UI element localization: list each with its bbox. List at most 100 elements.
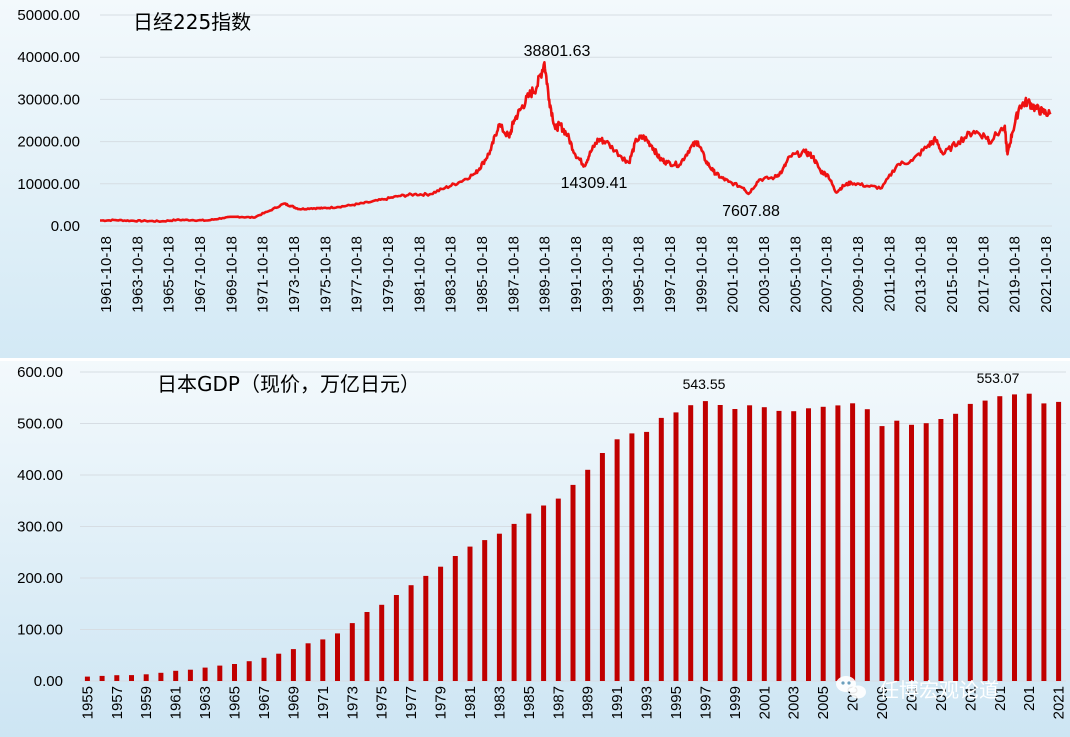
x-tick-label: 1971 <box>315 686 332 719</box>
eye <box>847 681 851 685</box>
bar-1960 <box>158 672 164 681</box>
bar-2017 <box>997 396 1003 681</box>
x-tick-label: 1975-10-18 <box>317 236 334 313</box>
y-tick-label: 600.00 <box>17 364 63 381</box>
x-tick-label: 2003 <box>786 686 803 719</box>
bar-2021 <box>1056 401 1062 681</box>
y-tick-label: 400.00 <box>17 467 63 484</box>
x-tick-label: 1973 <box>344 686 361 719</box>
bar-1972 <box>335 633 340 681</box>
bar-2001 <box>761 407 767 681</box>
bar-1999 <box>732 409 738 681</box>
bar-2015 <box>967 403 973 681</box>
bar-1979 <box>438 566 444 681</box>
bar-1955 <box>84 676 90 681</box>
x-tick-label: 1987 <box>550 686 567 719</box>
bar-1997 <box>702 401 708 681</box>
x-tick-label: 1979 <box>433 686 450 719</box>
x-tick-label: 2001-10-18 <box>725 236 742 313</box>
bar-2011 <box>909 424 914 681</box>
bar-2003 <box>791 411 797 681</box>
bar-2010 <box>894 420 900 681</box>
eye <box>841 681 845 685</box>
x-tick-label: 2021 <box>1051 686 1068 719</box>
x-tick-label: 201 <box>1021 686 1038 711</box>
x-tick-label: 1967-10-18 <box>192 236 209 313</box>
nikkei-chart-panel: 0.00 10000.00 20000.00 30000.00 40000.00 5000… <box>0 0 1070 361</box>
bar-1975 <box>379 604 385 681</box>
bar-1990 <box>599 453 605 681</box>
x-tick-label: 1999-10-18 <box>693 236 710 313</box>
bar-2009 <box>879 426 885 681</box>
x-tick-label: 1989 <box>580 686 597 719</box>
x-tick-label: 2019-10-18 <box>1007 236 1024 313</box>
x-tick-label: 1973-10-18 <box>286 236 303 313</box>
bar-1995 <box>673 412 679 681</box>
x-tick-label: 1985-10-18 <box>474 236 491 313</box>
x-tick-label: 1969-10-18 <box>223 236 240 313</box>
bar-1961 <box>173 670 179 681</box>
bar-1969 <box>290 649 296 681</box>
y-tick-label: 10000.00 <box>17 176 80 193</box>
bar-1983 <box>496 533 502 681</box>
annotation-peak: 38801.63 <box>524 43 591 60</box>
y-tick-label: 40000.00 <box>17 49 80 66</box>
x-tick-label: 1987-10-18 <box>505 236 522 313</box>
x-tick-label: 1961 <box>168 686 185 719</box>
x-tick-label: 2005-10-18 <box>787 236 804 313</box>
bar-1957 <box>114 675 120 681</box>
bar-1967 <box>261 657 267 681</box>
x-tick-label: 1991 <box>609 686 626 719</box>
bar-1968 <box>276 653 282 681</box>
bar-2008 <box>864 409 870 681</box>
bar-1984 <box>511 523 517 681</box>
x-tick-label: 2013-10-18 <box>913 236 930 313</box>
x-tick-label: 1997 <box>697 686 714 719</box>
bar-2014 <box>953 413 959 681</box>
y-tick-label: 50000.00 <box>17 7 80 24</box>
bar-1989 <box>585 469 591 681</box>
annotation-2017: 553.07 <box>977 370 1020 386</box>
wechat-icon <box>836 676 866 699</box>
x-tick-label: 1971-10-18 <box>255 236 272 313</box>
bar-2016 <box>982 400 988 681</box>
x-tick-label: 1995-10-18 <box>631 236 648 313</box>
annotation-trough-1992: 14309.41 <box>561 175 628 192</box>
bar-2020 <box>1041 403 1047 681</box>
y-tick-label: 200.00 <box>17 570 63 587</box>
bar-1963 <box>202 667 208 681</box>
x-tick-label: 2009-10-18 <box>850 236 867 313</box>
x-tick-label: 1993 <box>639 686 656 719</box>
bar-1986 <box>541 505 547 681</box>
annotation-1997: 543.55 <box>683 376 726 392</box>
bar-1962 <box>187 669 193 681</box>
gdp-bar-chart: 0.00 100.00 200.00 300.00 400.00 500.00 600.00… <box>17 364 1068 719</box>
y-tick-label: 0.00 <box>51 218 80 235</box>
bar-2000 <box>747 405 753 681</box>
nikkei-series-line <box>100 61 1052 223</box>
x-tick-label: 1995 <box>668 686 685 719</box>
y-tick-label: 30000.00 <box>17 91 80 108</box>
bar-2012 <box>923 423 929 681</box>
chart-title: 日本GDP（现价，万亿日元） <box>157 372 420 396</box>
x-tick-label: 1955 <box>79 686 96 719</box>
bar-1958 <box>129 675 134 681</box>
x-tick-label: 1965-10-18 <box>161 236 178 313</box>
x-tick-label: 2021-10-18 <box>1038 236 1055 313</box>
x-tick-label: 1963 <box>197 686 214 719</box>
x-tick-label: 2017-10-18 <box>975 236 992 313</box>
bar-1964 <box>217 665 223 681</box>
bar-1982 <box>482 540 488 681</box>
x-tick-label: 201 <box>962 686 979 711</box>
bar-2004 <box>806 408 811 681</box>
bar-1956 <box>99 675 105 681</box>
bar-1959 <box>143 674 149 681</box>
bar-2002 <box>776 410 782 681</box>
y-tick-label: 20000.00 <box>17 134 80 151</box>
x-tick-label: 1989-10-18 <box>537 236 554 313</box>
x-tick-label: 2015-10-18 <box>944 236 961 313</box>
x-tick-label: 1977 <box>403 686 420 719</box>
bar-1998 <box>717 405 723 681</box>
bar-2013 <box>938 419 944 681</box>
x-tick-label: 201 <box>933 686 950 711</box>
